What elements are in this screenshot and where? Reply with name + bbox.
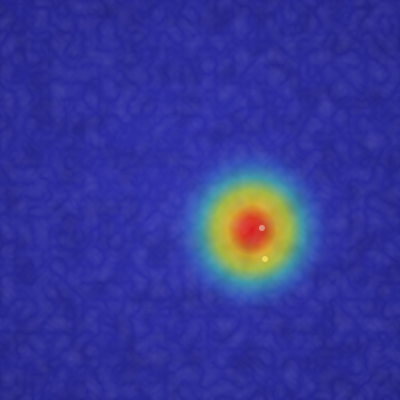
heatmap-image xyxy=(0,0,400,400)
heatmap-svg xyxy=(0,0,400,400)
leather-cracks xyxy=(0,0,400,400)
